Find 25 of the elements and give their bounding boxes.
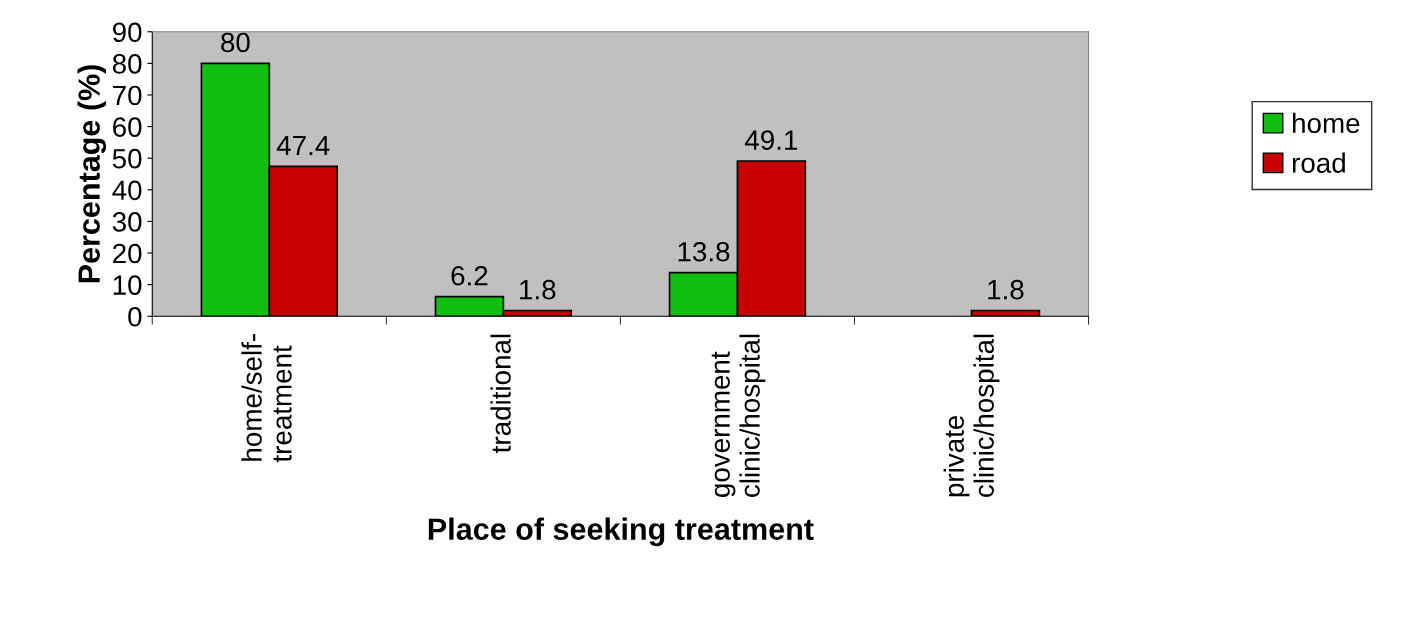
data-label: 1.8 (520, 279, 556, 300)
y-tick-label: 40 (112, 180, 142, 201)
data-label: 13.8 (678, 241, 730, 262)
x-tick-label: private clinic/hospital (943, 334, 1000, 497)
legend-label: road (1292, 152, 1345, 173)
legend-label: home (1293, 112, 1360, 134)
y-tick-label: 70 (113, 85, 142, 106)
y-tick-label: 0 (128, 306, 142, 327)
data-label: 80 (221, 32, 250, 53)
data-label: 1.8 (988, 279, 1024, 300)
x-tick-label: government clinic/hospital (711, 334, 766, 497)
y-tick-label: 30 (112, 212, 142, 232)
data-label: 6.2 (451, 265, 488, 286)
y-tick-label: 80 (112, 54, 142, 74)
y-tick-label: 60 (113, 117, 142, 137)
x-axis-title: Place of seeking treatment (428, 517, 814, 547)
y-tick-label: 20 (113, 243, 142, 264)
data-label: 49.1 (744, 130, 798, 150)
data-label: 47.4 (276, 135, 330, 156)
y-tick-label: 90 (112, 22, 142, 43)
y-tick-label: 50 (112, 148, 142, 169)
x-tick-label: home/self- treatment (241, 334, 292, 463)
y-tick-label: 10 (113, 275, 142, 295)
y-axis-title: Percentage (%) (77, 65, 107, 283)
x-tick-label: traditional (490, 334, 511, 453)
